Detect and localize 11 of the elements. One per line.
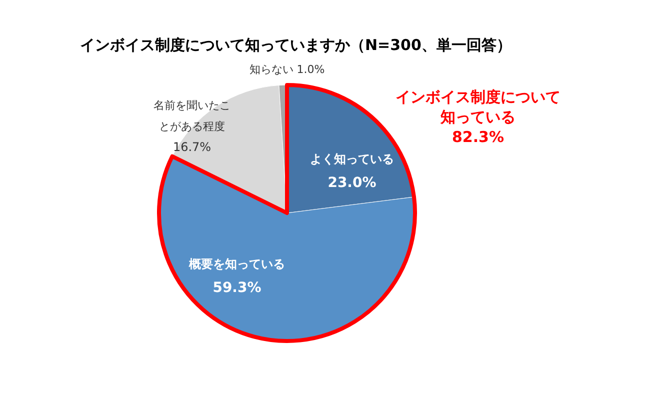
text: インボイス制度について [396, 88, 560, 106]
slice-label: 知らない 1.0% [249, 63, 325, 76]
data-label: 23.0% [328, 175, 376, 191]
text: 82.3% [452, 128, 504, 146]
data-label: 59.3% [212, 280, 262, 296]
slice-label: 概要を知っている [188, 257, 285, 271]
slice-label: 名前を聞いたことがある程度 [154, 99, 230, 133]
chart-title: インボイス制度について知っていますか（N=300、単一回答） [80, 36, 512, 54]
text: 知っている [440, 108, 516, 126]
data-label: 16.7% [172, 140, 212, 154]
slice-label: よく知っている [310, 152, 394, 166]
